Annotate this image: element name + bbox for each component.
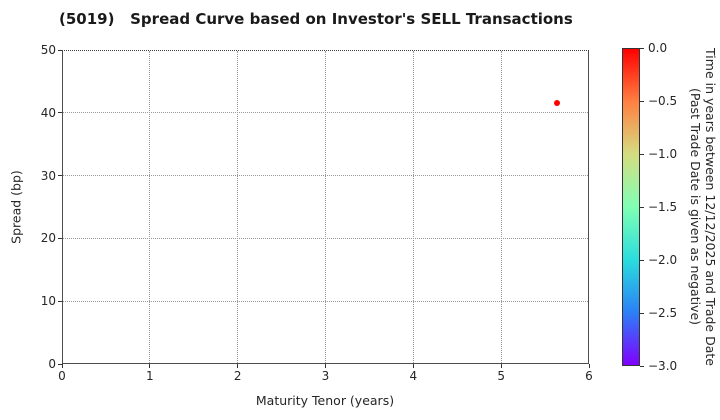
colorbar-tick-label: −3.0 — [648, 359, 678, 373]
colorbar-tick-mark — [640, 312, 644, 314]
h-gridline — [63, 112, 588, 114]
y-tick-mark — [58, 112, 62, 114]
x-tick-label: 5 — [497, 369, 505, 383]
colorbar-label-line2: (Past Trade Date is given as negative) — [688, 88, 703, 326]
y-tick-mark — [58, 175, 62, 177]
y-axis-label: Spread (bp) — [8, 170, 24, 244]
x-tick-label: 3 — [321, 369, 330, 383]
y-tick-mark — [58, 49, 62, 51]
v-gridline — [325, 51, 326, 363]
x-tick-label: 6 — [585, 369, 593, 383]
colorbar-tick-label: −0.5 — [648, 94, 678, 108]
colorbar-label-line1: Time in years between 12/12/2025 and Tra… — [703, 48, 718, 366]
colorbar-tick-mark — [640, 153, 644, 155]
colorbar — [622, 48, 640, 366]
h-gridline — [63, 175, 588, 177]
x-tick-label: 4 — [409, 369, 418, 383]
h-gridline — [63, 237, 588, 239]
colorbar-tick-mark — [640, 47, 644, 49]
x-tick-mark — [61, 364, 63, 368]
x-tick-mark — [325, 364, 326, 368]
y-tick-label: 50 — [40, 43, 56, 57]
x-tick-mark — [500, 364, 502, 368]
v-gridline — [412, 51, 414, 363]
x-tick-mark — [412, 364, 414, 368]
y-tick-label: 0 — [48, 357, 56, 371]
x-tick-mark — [237, 364, 239, 368]
data-point — [553, 100, 560, 107]
x-axis-label: Maturity Tenor (years) — [255, 393, 395, 408]
x-tick-label: 0 — [58, 369, 66, 383]
colorbar-tick-mark — [640, 100, 644, 102]
colorbar-tick-label: −1.0 — [648, 147, 678, 161]
h-gridline — [63, 300, 588, 302]
colorbar-tick-label: −2.0 — [648, 253, 678, 267]
x-tick-mark — [588, 364, 590, 368]
y-tick-mark — [58, 300, 62, 302]
y-tick-label: 10 — [40, 294, 56, 309]
y-tick-label: 30 — [40, 168, 56, 183]
v-gridline — [149, 51, 151, 363]
x-tick-label: 2 — [233, 369, 242, 383]
v-gridline — [500, 51, 502, 363]
y-tick-label: 40 — [40, 105, 56, 120]
y-tick-mark — [58, 363, 62, 365]
y-tick-label: 20 — [40, 231, 56, 246]
x-tick-mark — [149, 364, 151, 368]
colorbar-tick-label: −2.5 — [648, 306, 678, 320]
y-tick-mark — [58, 237, 62, 239]
colorbar-tick-mark — [640, 365, 644, 367]
colorbar-label: Time in years between 12/12/2025 and Tra… — [688, 48, 718, 366]
colorbar-tick-label: 0.0 — [648, 41, 668, 55]
x-tick-label: 1 — [146, 369, 154, 383]
colorbar-tick-mark — [640, 259, 644, 261]
v-gridline — [237, 51, 239, 363]
colorbar-tick-mark — [640, 206, 644, 208]
chart-title: (5019) Spread Curve based on Investor's … — [59, 10, 573, 28]
colorbar-tick-label: −1.5 — [648, 200, 678, 214]
